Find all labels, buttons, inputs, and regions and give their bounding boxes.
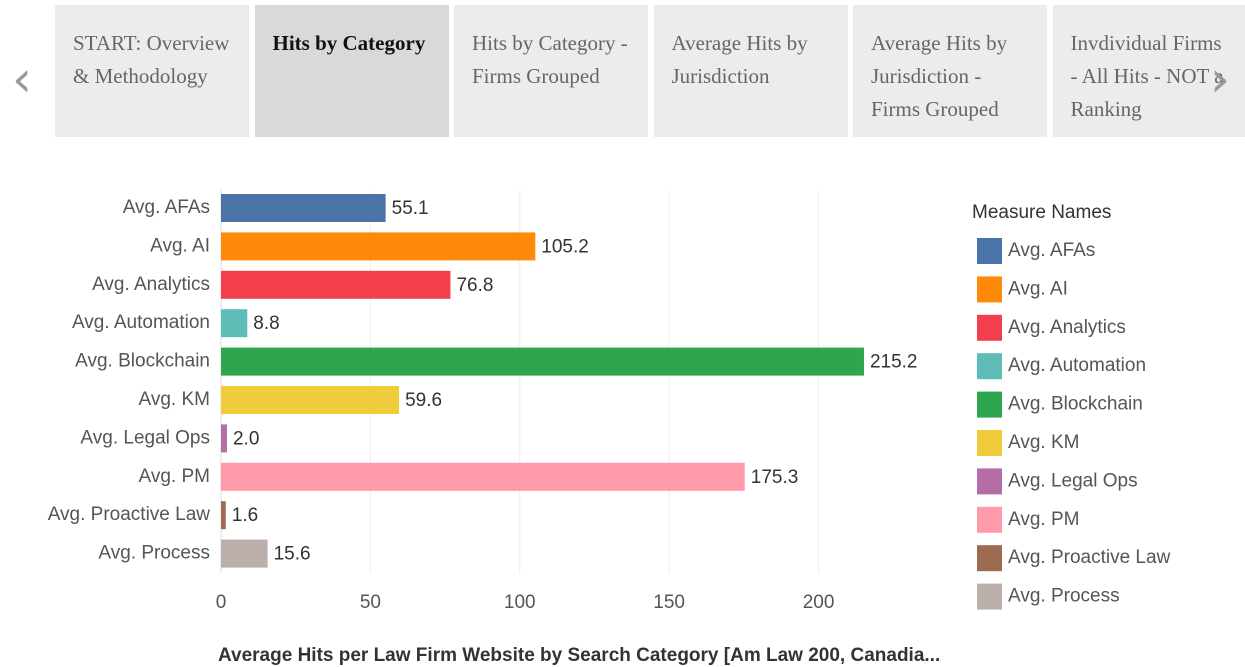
x-tick-label: 50 (360, 592, 381, 613)
legend-title: Measure Names (972, 202, 1111, 223)
tab-label[interactable]: Hits by Category - Firms Grouped (472, 31, 628, 88)
legend-swatch (977, 583, 1002, 610)
bar (221, 424, 227, 453)
y-tick-label: Avg. Process (98, 543, 210, 564)
bar (221, 309, 248, 338)
next-arrow[interactable]: › (1210, 50, 1230, 108)
data-label: 175.3 (751, 467, 799, 488)
tab[interactable]: Average Hits by Jurisdiction (653, 5, 848, 137)
tab[interactable]: Invdividual Firms - All Hits - NOT a Ran… (1052, 5, 1245, 137)
bar (221, 194, 386, 222)
y-tick-label: Avg. AI (150, 235, 210, 256)
legend-label: Avg. KM (1008, 432, 1079, 453)
legend-label: Avg. PM (1008, 509, 1079, 530)
y-tick-label: Avg. Analytics (92, 274, 210, 295)
bar (221, 462, 745, 491)
data-label: 59.6 (405, 390, 442, 411)
legend-swatch (977, 314, 1002, 341)
data-label: 215.2 (870, 352, 918, 373)
legend-swatch (977, 238, 1002, 264)
legend-label: Avg. Process (1008, 586, 1120, 607)
tab[interactable]: Average Hits by Jurisdiction - Firms Gro… (853, 5, 1047, 137)
data-label: 76.8 (456, 275, 493, 296)
x-tick-label: 200 (803, 592, 835, 613)
y-tick-label: Avg. Blockchain (75, 351, 210, 372)
legend-label: Avg. Proactive Law (1008, 547, 1171, 568)
y-tick-label: Avg. Legal Ops (80, 427, 210, 448)
bar (221, 347, 864, 376)
legend-swatch (977, 276, 1002, 303)
y-tick-label: Avg. PM (139, 466, 210, 487)
data-label: 1.6 (232, 505, 258, 526)
data-label: 2.0 (233, 428, 259, 449)
tab-label[interactable]: START: Overview & Methodology (73, 31, 230, 88)
tab-label[interactable]: Average Hits by Jurisdiction (671, 31, 808, 88)
tab-label[interactable]: Average Hits by Jurisdiction - Firms Gro… (871, 31, 1008, 121)
y-tick-label: Avg. KM (139, 389, 210, 410)
legend-label: Avg. Legal Ops (1008, 470, 1138, 491)
x-tick-label: 0 (216, 592, 227, 613)
legend-swatch (977, 353, 1002, 380)
bar (221, 386, 400, 414)
prev-arrow[interactable]: ‹ (12, 50, 32, 108)
bar (221, 232, 536, 261)
tab-label[interactable]: Hits by Category (272, 31, 426, 55)
legend-swatch (977, 430, 1002, 456)
chart-title: Average Hits per Law Firm Website by Sea… (218, 645, 940, 666)
x-tick-label: 100 (504, 592, 536, 613)
bar (221, 270, 451, 299)
bar (221, 501, 226, 530)
bar (221, 539, 268, 568)
tab[interactable]: Hits by Category - Firms Grouped (454, 5, 648, 137)
y-tick-label: Avg. Proactive Law (48, 504, 211, 525)
legend-label: Avg. Analytics (1008, 317, 1126, 338)
legend-label: Avg. AI (1008, 278, 1068, 299)
tab[interactable]: Hits by Category (254, 5, 449, 137)
data-label: 55.1 (392, 198, 429, 219)
y-tick-label: Avg. Automation (72, 312, 210, 333)
legend-swatch (977, 391, 1002, 418)
x-tick-label: 150 (653, 592, 685, 613)
legend-label: Avg. Automation (1008, 355, 1146, 376)
legend-swatch (977, 506, 1002, 533)
data-label: 105.2 (541, 236, 589, 257)
tab-label[interactable]: Invdividual Firms - All Hits - NOT a Ran… (1070, 31, 1224, 121)
legend-swatch (977, 545, 1002, 572)
tab[interactable]: START: Overview & Methodology (55, 5, 249, 137)
y-tick-label: Avg. AFAs (123, 197, 210, 218)
data-label: 8.8 (253, 313, 279, 334)
data-label: 15.6 (274, 544, 311, 565)
legend-label: Avg. AFAs (1008, 240, 1095, 261)
legend-label: Avg. Blockchain (1008, 394, 1143, 415)
legend-swatch (977, 468, 1002, 495)
